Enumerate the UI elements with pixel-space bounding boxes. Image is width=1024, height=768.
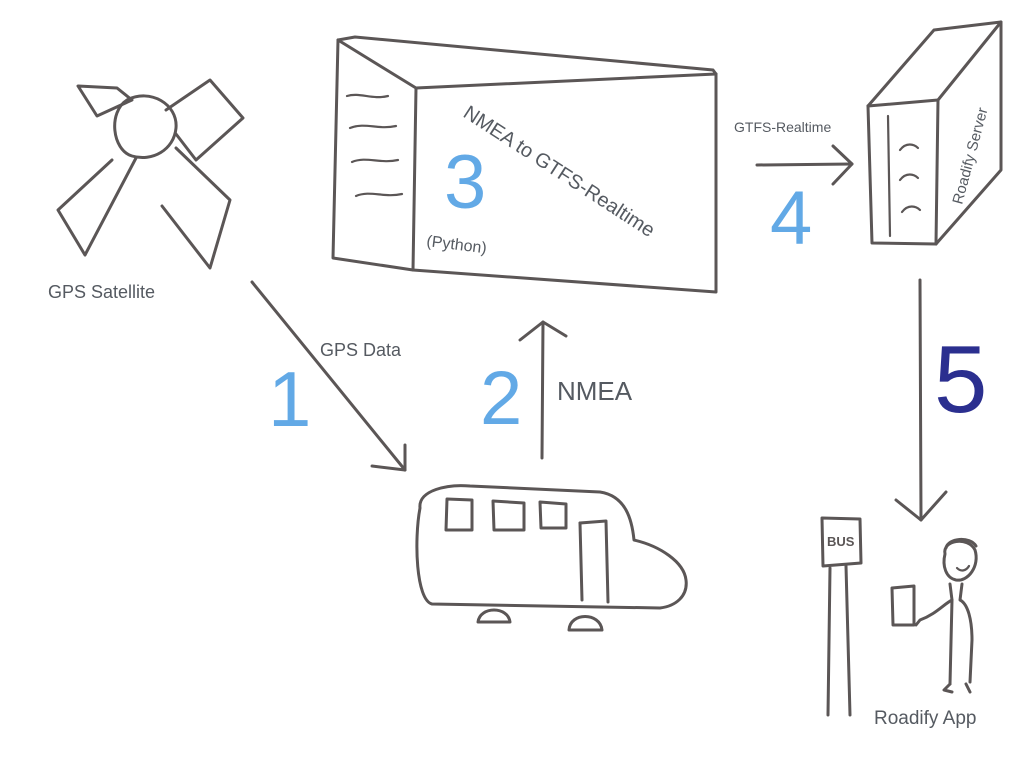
python-label: (Python) — [426, 233, 488, 257]
roadify-server-icon — [866, 20, 1003, 246]
converter-title: NMEA to GTFS-Realtime — [459, 102, 658, 242]
arrow-gtfs-realtime — [755, 144, 854, 186]
gps-satellite-label: GPS Satellite — [48, 282, 155, 302]
bus-icon — [415, 484, 688, 632]
gtfs-realtime-label: GTFS-Realtime — [734, 119, 831, 135]
roadify-server-label: Roadify Server — [949, 106, 991, 206]
gps-data-label: GPS Data — [320, 340, 402, 360]
step-3: 3 — [444, 140, 486, 225]
roadify-app-label: Roadify App — [874, 708, 976, 729]
step-1: 1 — [268, 355, 311, 443]
gps-satellite-icon — [56, 78, 245, 270]
person-icon — [890, 538, 978, 694]
step-4: 4 — [770, 176, 812, 261]
bus-stop-sign: BUS — [827, 534, 855, 549]
nmea-label: NMEA — [557, 376, 633, 406]
bus-stop-icon — [820, 516, 863, 717]
arrow-to-app — [894, 278, 948, 522]
arrow-gps-data — [250, 280, 407, 472]
converter-server-icon — [331, 35, 718, 294]
step-2: 2 — [480, 356, 522, 441]
arrow-nmea — [518, 320, 568, 460]
step-5: 5 — [934, 326, 987, 433]
